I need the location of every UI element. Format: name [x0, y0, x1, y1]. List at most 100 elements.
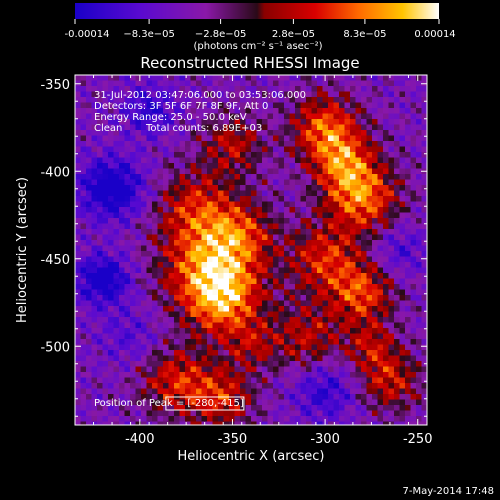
heatmap-cell — [124, 284, 131, 290]
plot-frame — [74, 74, 428, 426]
heatmap-cell — [289, 262, 296, 268]
heatmap-cell — [267, 262, 274, 268]
heatmap-cell — [410, 262, 417, 268]
heatmap-cell — [322, 350, 329, 356]
heatmap-cell — [163, 163, 169, 169]
heatmap-cell — [229, 130, 235, 136]
heatmap-cell — [97, 179, 103, 186]
heatmap-cell — [152, 179, 158, 186]
heatmap-cell — [97, 300, 103, 307]
heatmap-cell — [113, 229, 120, 235]
heatmap-cell — [350, 179, 356, 186]
heatmap-cell — [212, 157, 219, 164]
heatmap-cell — [130, 135, 136, 142]
heatmap-cell — [372, 416, 378, 422]
heatmap-cell — [157, 218, 164, 224]
heatmap-cell — [174, 124, 180, 131]
heatmap-cell — [119, 163, 125, 169]
heatmap-cell — [135, 245, 142, 252]
heatmap-cell — [168, 75, 175, 81]
heatmap-cell — [284, 75, 290, 81]
heatmap-cell — [405, 229, 411, 235]
heatmap-cell — [284, 383, 290, 389]
heatmap-cell — [421, 405, 427, 411]
heatmap-cell — [135, 317, 142, 323]
heatmap-cell — [350, 289, 356, 296]
heatmap-cell — [317, 196, 323, 202]
heatmap-cell — [350, 174, 356, 180]
heatmap-cell — [108, 322, 114, 329]
heatmap-cell — [366, 146, 373, 153]
heatmap-cell — [108, 152, 114, 158]
heatmap-cell — [322, 152, 329, 158]
heatmap-cell — [273, 212, 279, 219]
heatmap-cell — [339, 218, 345, 224]
heatmap-cell — [240, 383, 246, 389]
heatmap-cell — [185, 91, 191, 98]
heatmap-cell — [179, 339, 186, 345]
heatmap-cell — [196, 207, 202, 213]
heatmap-cell — [339, 322, 345, 329]
heatmap-cell — [218, 262, 224, 268]
heatmap-cell — [86, 416, 92, 422]
heatmap-cell — [394, 306, 400, 312]
heatmap-cell — [75, 339, 81, 345]
heatmap-cell — [157, 405, 164, 411]
heatmap-cell — [196, 416, 202, 422]
heatmap-cell — [416, 355, 422, 362]
heatmap-cell — [86, 80, 92, 87]
heatmap-cell — [86, 344, 92, 351]
heatmap-cell — [185, 339, 191, 345]
heatmap-cell — [383, 273, 389, 279]
heatmap-cell — [86, 135, 92, 142]
heatmap-cell — [108, 333, 114, 340]
heatmap-cell — [421, 97, 427, 103]
heatmap-cell — [355, 119, 362, 125]
heatmap-cell — [113, 311, 120, 318]
heatmap-cell — [416, 174, 422, 180]
heatmap-cell — [405, 383, 411, 389]
heatmap-cell — [240, 372, 246, 378]
heatmap-cell — [130, 416, 136, 422]
heatmap-cell — [322, 119, 329, 125]
heatmap-cell — [245, 295, 252, 301]
heatmap-cell — [141, 317, 147, 323]
heatmap-cell — [91, 399, 98, 406]
heatmap-cell — [317, 86, 323, 92]
heatmap-cell — [179, 262, 186, 268]
heatmap-cell — [333, 416, 340, 422]
heatmap-cell — [350, 201, 356, 208]
heatmap-cell — [190, 185, 197, 191]
heatmap-cell — [361, 97, 367, 103]
heatmap-cell — [344, 405, 351, 411]
heatmap-cell — [135, 278, 142, 285]
heatmap-cell — [141, 80, 147, 87]
heatmap-cell — [311, 119, 318, 125]
heatmap-cell — [119, 361, 125, 367]
heatmap-cell — [278, 190, 285, 197]
heatmap-cell — [113, 295, 120, 301]
heatmap-cell — [306, 91, 312, 98]
heatmap-cell — [97, 108, 103, 114]
heatmap-cell — [295, 119, 301, 125]
heatmap-cell — [251, 201, 257, 208]
heatmap-cell — [185, 108, 191, 114]
heatmap-cell — [196, 218, 202, 224]
heatmap-cell — [366, 190, 373, 197]
heatmap-cell — [212, 75, 219, 81]
heatmap-cell — [333, 163, 340, 169]
heatmap-cell — [421, 366, 427, 373]
heatmap-cell — [146, 267, 153, 274]
heatmap-cell — [201, 86, 208, 92]
heatmap-cell — [240, 333, 246, 340]
heatmap-cell — [377, 97, 384, 103]
heatmap-cell — [152, 196, 158, 202]
heatmap-cell — [218, 410, 224, 417]
heatmap-cell — [306, 75, 312, 81]
heatmap-cell — [130, 75, 136, 81]
heatmap-cell — [185, 97, 191, 103]
heatmap-cell — [174, 168, 180, 175]
heatmap-cell — [91, 251, 98, 257]
heatmap-cell — [86, 218, 92, 224]
heatmap-cell — [383, 185, 389, 191]
